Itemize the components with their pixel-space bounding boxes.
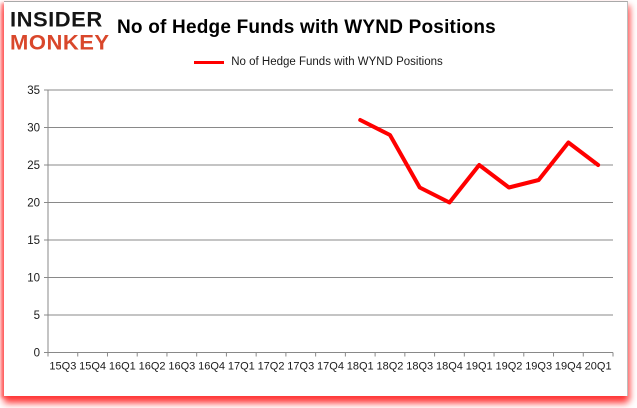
logo-text-monkey: MONKEY (10, 30, 110, 55)
x-tick-label: 18Q1 (347, 361, 374, 373)
x-tick-label: 16Q1 (109, 361, 136, 373)
x-tick-label: 18Q2 (377, 361, 404, 373)
series-line (358, 118, 601, 205)
x-tick-label: 19Q4 (555, 361, 582, 373)
chart-card (4, 1, 628, 396)
x-tick-label: 19Q3 (525, 361, 552, 373)
x-tick-label: 19Q1 (466, 361, 493, 373)
y-tick-label: 0 (34, 348, 40, 360)
y-tick-label: 20 (27, 198, 40, 210)
x-tick-label: 18Q3 (406, 361, 433, 373)
logo-text-insider: INSIDER (10, 7, 103, 32)
legend-line-swatch (194, 60, 225, 64)
insider-monkey-logo: INSIDER MONKEY (10, 9, 110, 54)
chart-title: No of Hedge Funds with WYND Positions (117, 17, 496, 38)
x-tick-label: 19Q2 (495, 361, 522, 373)
y-tick-label: 5 (34, 310, 40, 322)
x-tick-label: 15Q4 (79, 361, 106, 373)
x-tick-label: 20Q1 (585, 361, 612, 373)
x-tick-label: 17Q2 (258, 361, 285, 373)
x-tick-label: 17Q3 (287, 361, 314, 373)
y-tick-label: 25 (27, 160, 40, 172)
x-tick-label: 16Q2 (139, 361, 166, 373)
legend-label: No of Hedge Funds with WYND Positions (231, 56, 443, 68)
x-tick-label: 18Q4 (436, 361, 463, 373)
y-tick-label: 35 (27, 85, 40, 97)
x-tick-label: 17Q1 (228, 361, 255, 373)
x-tick-label: 17Q4 (317, 361, 344, 373)
x-tick-label: 16Q3 (168, 361, 195, 373)
y-tick-label: 30 (27, 123, 40, 135)
y-tick-label: 15 (27, 235, 40, 247)
x-tick-label: 15Q3 (49, 361, 76, 373)
x-tick-label: 16Q4 (198, 361, 225, 373)
legend: No of Hedge Funds with WYND Positions (0, 56, 637, 68)
y-tick-label: 10 (27, 273, 40, 285)
